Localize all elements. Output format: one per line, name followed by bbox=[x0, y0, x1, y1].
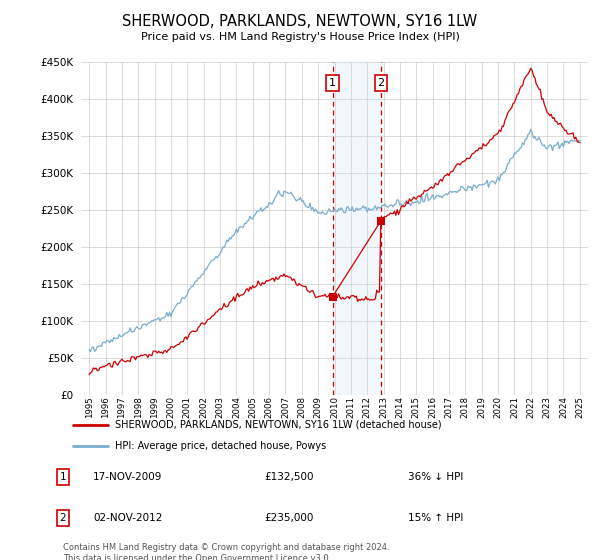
Text: Contains HM Land Registry data © Crown copyright and database right 2024.
This d: Contains HM Land Registry data © Crown c… bbox=[63, 543, 389, 560]
Text: 1: 1 bbox=[329, 78, 336, 88]
Text: 2: 2 bbox=[59, 513, 67, 523]
Text: 17-NOV-2009: 17-NOV-2009 bbox=[93, 472, 163, 482]
Text: Price paid vs. HM Land Registry's House Price Index (HPI): Price paid vs. HM Land Registry's House … bbox=[140, 32, 460, 43]
Text: 02-NOV-2012: 02-NOV-2012 bbox=[93, 513, 163, 523]
Text: £132,500: £132,500 bbox=[264, 472, 314, 482]
Text: 1: 1 bbox=[59, 472, 67, 482]
Text: 2: 2 bbox=[377, 78, 385, 88]
Text: SHERWOOD, PARKLANDS, NEWTOWN, SY16 1LW: SHERWOOD, PARKLANDS, NEWTOWN, SY16 1LW bbox=[122, 14, 478, 29]
Text: 36% ↓ HPI: 36% ↓ HPI bbox=[408, 472, 463, 482]
Text: £235,000: £235,000 bbox=[264, 513, 313, 523]
Text: 15% ↑ HPI: 15% ↑ HPI bbox=[408, 513, 463, 523]
Text: SHERWOOD, PARKLANDS, NEWTOWN, SY16 1LW (detached house): SHERWOOD, PARKLANDS, NEWTOWN, SY16 1LW (… bbox=[115, 419, 442, 430]
Text: HPI: Average price, detached house, Powys: HPI: Average price, detached house, Powy… bbox=[115, 441, 326, 451]
Bar bbox=[332, 62, 381, 395]
